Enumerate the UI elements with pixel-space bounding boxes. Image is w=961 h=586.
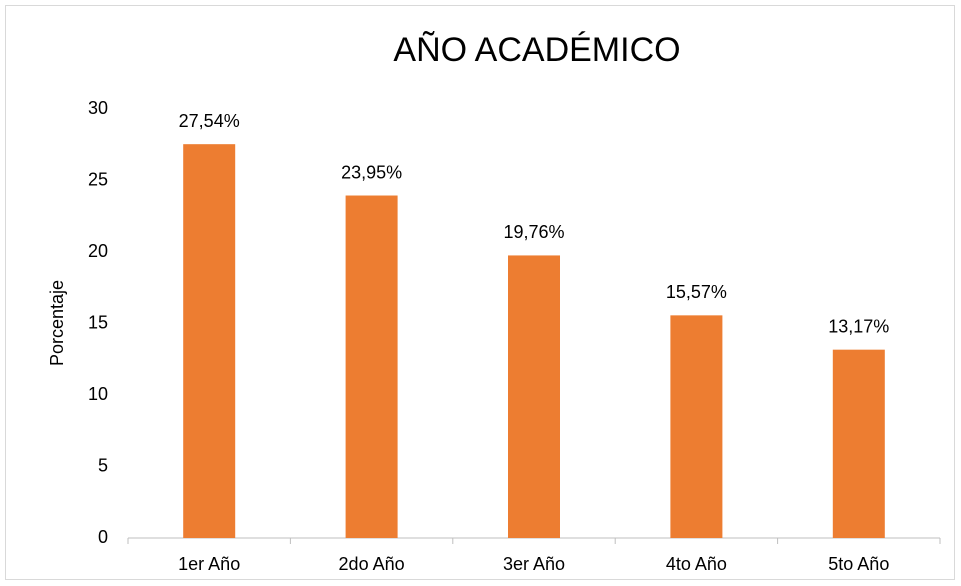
bar (183, 144, 236, 539)
y-tick-label: 5 (98, 455, 108, 475)
x-tick-label: 1er Año (178, 554, 240, 574)
x-tick-label: 2do Año (339, 554, 405, 574)
bar (508, 255, 560, 538)
data-label: 19,76% (503, 222, 564, 242)
x-tick-label: 3er Año (503, 554, 565, 574)
data-label: 15,57% (666, 282, 727, 302)
y-tick-label: 15 (88, 312, 108, 332)
bar (670, 315, 723, 538)
data-label: 27,54% (179, 111, 240, 131)
y-tick-label: 25 (88, 169, 108, 189)
y-tick-label: 20 (88, 241, 108, 261)
x-tick-label: 4to Año (666, 554, 727, 574)
chart-border (5, 5, 955, 580)
data-label: 13,17% (828, 316, 889, 336)
y-tick-label: 30 (88, 98, 108, 118)
bar (345, 195, 398, 538)
bar (832, 349, 885, 538)
chart-title: AÑO ACADÉMICO (393, 31, 680, 69)
data-label: 23,95% (341, 162, 402, 182)
y-tick-label: 10 (88, 384, 108, 404)
y-tick-label: 0 (98, 527, 108, 547)
x-tick-label: 5to Año (828, 554, 889, 574)
y-axis-label: Porcentaje (47, 280, 67, 366)
